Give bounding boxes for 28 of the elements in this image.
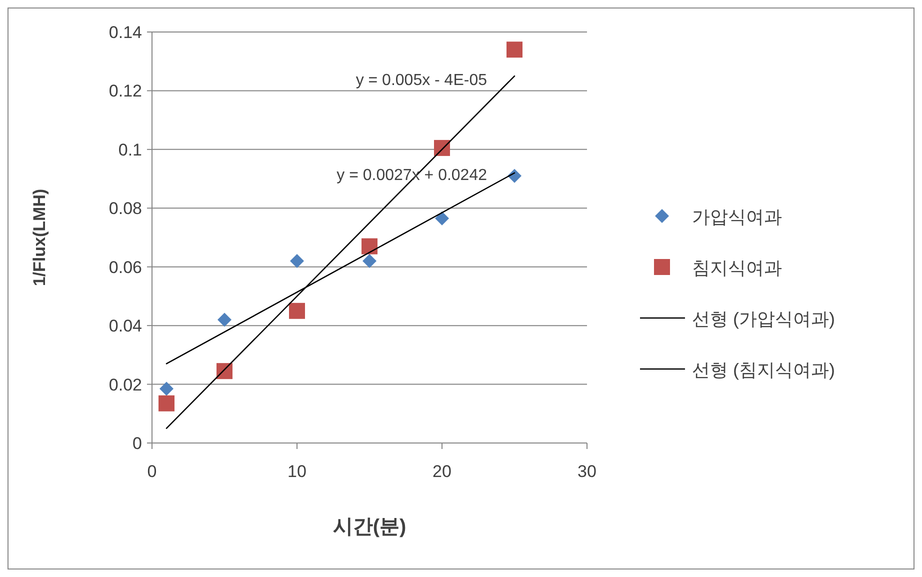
legend-label: 선형 (가압식여과) (692, 309, 835, 329)
x-tick-label: 0 (147, 462, 157, 481)
x-tick-label: 10 (288, 462, 306, 481)
point (160, 382, 174, 396)
point (290, 254, 304, 268)
y-axis-title: 1/Flux(LMH) (30, 188, 49, 286)
annotation: y = 0.005x - 4E-05 (356, 72, 488, 89)
y-tick-label: 0 (132, 434, 142, 453)
legend-label: 침지식여과 (692, 258, 782, 278)
y-tick-label: 0.12 (108, 82, 142, 101)
x-tick-label: 20 (432, 462, 452, 481)
legend-label: 가압식여과 (692, 207, 782, 227)
x-axis-title: 시간(분) (332, 516, 406, 538)
point (506, 42, 522, 58)
point (289, 302, 305, 319)
y-tick-label: 0.1 (118, 140, 142, 160)
y-tick-label: 0.02 (108, 375, 142, 394)
y-tick-label: 0.06 (108, 258, 142, 277)
point (218, 312, 232, 327)
x-tick-label: 30 (578, 462, 596, 481)
y-tick-label: 0.14 (108, 23, 142, 42)
point (362, 238, 378, 254)
point (435, 211, 449, 226)
point (362, 254, 376, 268)
legend-label: 선형 (침지식여과) (692, 360, 835, 380)
point (158, 395, 174, 412)
y-tick-label: 0.04 (108, 316, 142, 336)
y-tick-label: 0.08 (108, 199, 142, 218)
